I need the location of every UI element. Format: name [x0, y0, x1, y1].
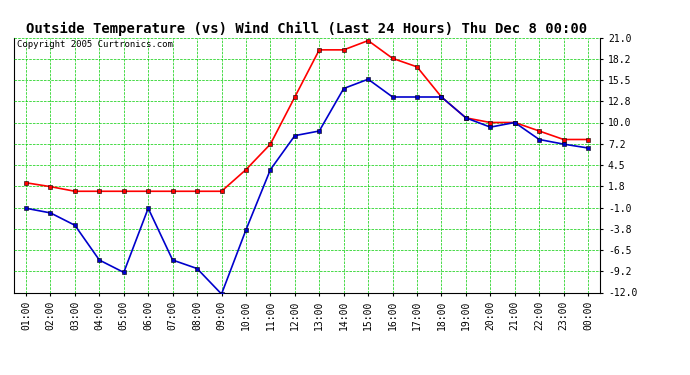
Text: Copyright 2005 Curtronics.com: Copyright 2005 Curtronics.com [17, 40, 172, 49]
Title: Outside Temperature (vs) Wind Chill (Last 24 Hours) Thu Dec 8 00:00: Outside Temperature (vs) Wind Chill (Las… [26, 22, 588, 36]
